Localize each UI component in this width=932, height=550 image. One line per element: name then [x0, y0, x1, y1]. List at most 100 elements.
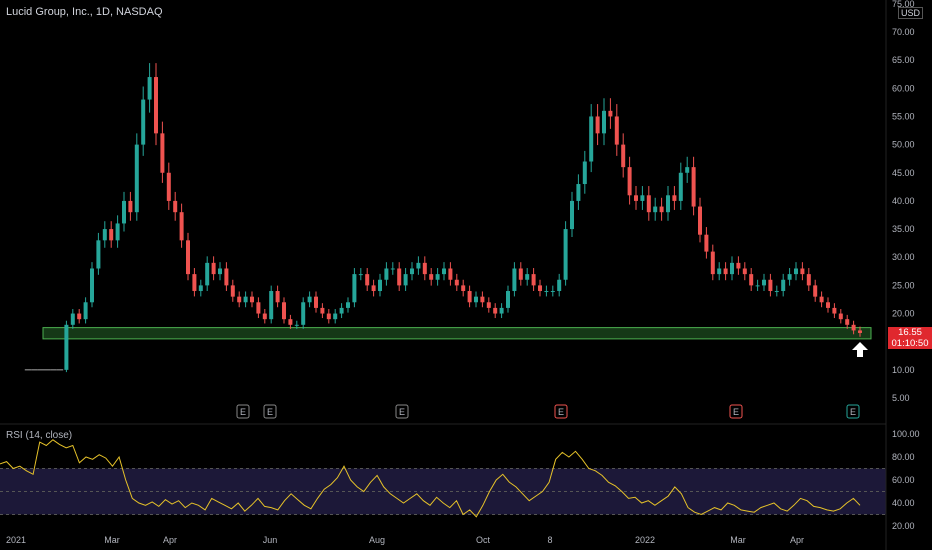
candle: [806, 268, 811, 292]
candle: [794, 262, 798, 281]
x-tick-label: 8: [547, 535, 552, 545]
support-zone: [42, 327, 872, 340]
candle: [762, 273, 766, 292]
candle: [506, 285, 510, 313]
candle: [442, 262, 446, 281]
candle: [320, 303, 325, 319]
candle: [832, 303, 837, 319]
candle: [333, 309, 338, 324]
candle: [717, 262, 722, 281]
candle: [416, 256, 421, 275]
candle: [371, 279, 376, 297]
candle: [653, 197, 658, 221]
candle: [634, 186, 638, 210]
candle: [422, 256, 427, 281]
y-tick-label: 50.00: [892, 140, 915, 150]
svg-text:E: E: [399, 407, 405, 417]
candle: [346, 297, 350, 313]
candle: [250, 291, 254, 308]
candle: [224, 262, 229, 292]
y-tick-label: 20.00: [892, 309, 915, 319]
earnings-marker[interactable]: E: [395, 404, 409, 419]
candle: [640, 186, 645, 210]
candle: [531, 268, 536, 292]
y-tick-label: 35.00: [892, 224, 915, 234]
candle: [838, 309, 843, 324]
candle: [512, 262, 517, 297]
candle: [166, 162, 171, 210]
candle: [262, 309, 267, 324]
candle: [544, 285, 549, 297]
candle: [595, 104, 600, 146]
candle: [410, 262, 414, 281]
candle: [851, 320, 856, 335]
candle: [659, 197, 664, 221]
candle: [666, 186, 670, 221]
candle: [518, 262, 523, 286]
candle: [115, 215, 120, 248]
arrow-up-icon: [852, 342, 868, 357]
x-tick-label: 2022: [635, 535, 655, 545]
candle: [288, 314, 293, 329]
candle: [128, 191, 133, 221]
y-tick-label: 25.00: [892, 280, 915, 290]
candle: [646, 186, 651, 221]
rsi-tick-label: 100.00: [892, 429, 920, 439]
candle: [614, 104, 619, 156]
candle: [122, 191, 126, 232]
earnings-marker[interactable]: E: [729, 404, 743, 419]
candle: [704, 227, 709, 259]
y-tick-label: 10.00: [892, 365, 915, 375]
candle: [474, 291, 478, 308]
price-tag: 16.55 01:10:50: [888, 327, 932, 349]
candle: [198, 279, 203, 297]
rsi-tick-label: 20.00: [892, 521, 915, 531]
candle: [154, 63, 158, 146]
candle: [486, 297, 491, 313]
candle: [691, 156, 696, 216]
candle: [621, 133, 626, 178]
svg-text:E: E: [240, 407, 246, 417]
earnings-marker[interactable]: E: [236, 404, 250, 419]
y-tick-label: 5.00: [892, 393, 910, 403]
candle: [467, 285, 472, 308]
x-tick-label: Oct: [476, 535, 491, 545]
candle: [781, 273, 786, 297]
candle: [723, 262, 728, 281]
candle: [218, 262, 222, 281]
rsi-tick-label: 80.00: [892, 452, 915, 462]
candle: [269, 285, 274, 324]
earnings-marker[interactable]: E: [846, 404, 860, 419]
candle: [736, 256, 741, 275]
earnings-marker[interactable]: E: [554, 404, 568, 419]
candle: [230, 279, 235, 302]
candle: [173, 191, 178, 221]
candle: [141, 86, 146, 156]
candle: [282, 297, 286, 324]
candle: [749, 268, 754, 292]
candle: [525, 268, 530, 286]
candle: [90, 262, 94, 308]
candle: [358, 268, 363, 281]
x-tick-label: Apr: [163, 535, 177, 545]
candle: [397, 262, 402, 292]
candle: [730, 256, 734, 281]
candle: [819, 291, 824, 308]
candle: [102, 221, 107, 248]
candle: [550, 285, 555, 297]
candle: [275, 285, 280, 308]
x-tick-label: Jun: [263, 535, 278, 545]
candle: [435, 268, 440, 286]
candle: [570, 191, 574, 237]
candle: [314, 291, 318, 313]
y-tick-label: 65.00: [892, 55, 915, 65]
x-tick-label: 2021: [6, 535, 26, 545]
y-tick-label: 60.00: [892, 83, 915, 93]
candle: [858, 326, 862, 337]
candle: [563, 221, 568, 286]
svg-text:E: E: [558, 407, 564, 417]
candle: [352, 268, 357, 308]
candle: [557, 273, 562, 297]
earnings-marker[interactable]: E: [263, 404, 277, 419]
